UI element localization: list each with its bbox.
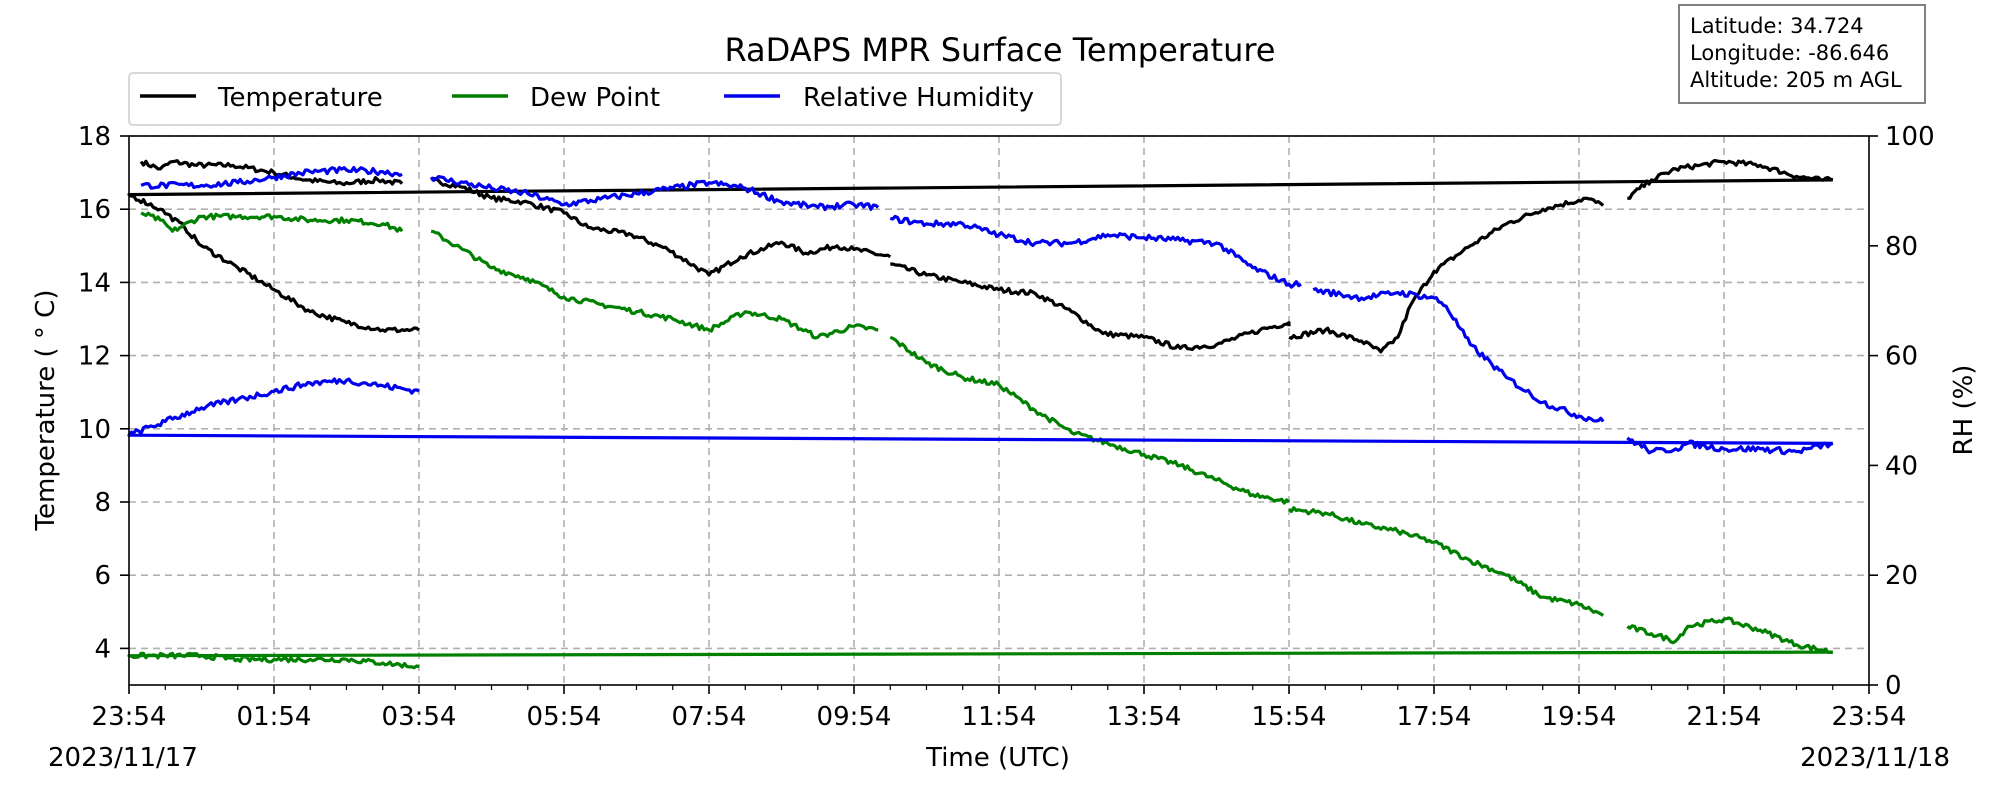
y-tick-label: 12 xyxy=(78,342,111,372)
x-tick-label: 01:54 xyxy=(237,702,312,732)
y-tick-label: 8 xyxy=(94,488,111,518)
x-tick-label: 23:54 xyxy=(92,702,167,732)
y-tick-label: 18 xyxy=(78,122,111,152)
series-line-temperature xyxy=(430,176,892,277)
longitude-text: Longitude: -86.646 xyxy=(1690,41,1889,65)
series-line-dew-point xyxy=(430,229,879,340)
x-tick-label: 03:54 xyxy=(382,702,457,732)
x-tick-label: 19:54 xyxy=(1542,702,1617,732)
series-line-dew-point xyxy=(1287,506,1605,617)
series-line-temperature xyxy=(1627,159,1834,200)
latitude-text: Latitude: 34.724 xyxy=(1690,14,1864,38)
x-tick-label: 17:54 xyxy=(1397,702,1472,732)
y-tick-label: 14 xyxy=(78,268,111,298)
x-axis-label: Time (UTC) xyxy=(925,743,1070,773)
legend-label-temperature: Temperature xyxy=(217,83,383,113)
y-tick-label: 16 xyxy=(78,195,111,225)
y2-tick-label: 100 xyxy=(1885,122,1935,152)
y-tick-label: 4 xyxy=(94,634,111,664)
station-info-frame xyxy=(1678,4,1926,104)
x-tick-label: 09:54 xyxy=(817,702,892,732)
series-line-temperature xyxy=(139,159,404,187)
x-axis: 23:54 01:54 03:54 05:54 07:54 09:54 11:54 13:54… xyxy=(92,685,1907,732)
chart-title: RaDAPS MPR Surface Temperature xyxy=(725,31,1276,69)
series-line-relative-humidity xyxy=(429,175,880,212)
date-end-label: 2023/11/18 xyxy=(1800,743,1950,773)
x-tick-label: 07:54 xyxy=(672,702,747,732)
y2-tick-label: 40 xyxy=(1885,451,1918,481)
x-tick-label: 23:54 xyxy=(1832,702,1907,732)
altitude-text: Altitude: 205 m AGL xyxy=(1690,68,1902,92)
y-tick-label: 10 xyxy=(78,415,111,445)
legend: Temperature Dew Point Relative Humidity xyxy=(128,72,1062,126)
legend-label-dew-point: Dew Point xyxy=(530,83,660,113)
legend-box xyxy=(128,72,1062,126)
series-line-temperature xyxy=(1288,196,1605,354)
station-info-box: Latitude: 34.724 Longitude: -86.646 Alti… xyxy=(1678,4,1926,104)
series-line-dew-point xyxy=(1626,616,1833,654)
legend-label-relative-humidity: Relative Humidity xyxy=(803,83,1034,113)
y-axis-right: 0 20 40 60 80 100 xyxy=(1869,122,1935,701)
series-line-relative-humidity xyxy=(889,214,1302,289)
x-tick-label: 11:54 xyxy=(962,702,1037,732)
series-line-dew-point xyxy=(127,650,1833,670)
y-axis-left: 4 6 8 10 12 14 16 18 xyxy=(78,122,129,664)
x-tick-label: 21:54 xyxy=(1687,702,1762,732)
y2-tick-label: 60 xyxy=(1885,342,1918,372)
date-start-label: 2023/11/17 xyxy=(48,743,198,773)
series-line-dew-point xyxy=(889,335,1291,505)
series-line-temperature xyxy=(127,178,1833,334)
x-tick-label: 13:54 xyxy=(1107,702,1182,732)
y2-tick-label: 0 xyxy=(1885,671,1902,701)
y2-tick-label: 20 xyxy=(1885,561,1918,591)
series-line-dew-point xyxy=(140,211,404,233)
x-tick-label: 15:54 xyxy=(1252,702,1327,732)
x-tick-label: 05:54 xyxy=(527,702,602,732)
y2-tick-label: 80 xyxy=(1885,232,1918,262)
y-tick-label: 6 xyxy=(94,561,111,591)
series-line-temperature xyxy=(890,262,1291,352)
series-line-relative-humidity xyxy=(1626,436,1834,456)
y-axis-label: Temperature ( ° C) xyxy=(31,290,61,532)
series-line-relative-humidity xyxy=(127,377,1833,445)
series-line-relative-humidity xyxy=(1312,287,1605,423)
y2-axis-label: RH (%) xyxy=(1949,365,1979,456)
series-line-relative-humidity xyxy=(140,165,403,190)
series-layer xyxy=(127,159,1834,670)
